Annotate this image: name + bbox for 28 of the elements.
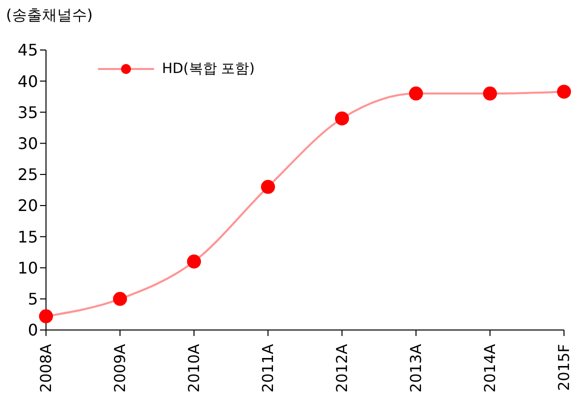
y-tick-label: 5 bbox=[28, 290, 38, 309]
x-tick-label: 2014A bbox=[481, 343, 499, 392]
y-tick-label: 45 bbox=[18, 40, 38, 60]
y-tick-label: 20 bbox=[18, 196, 38, 216]
y-tick-label: 30 bbox=[18, 134, 38, 154]
y-tick-label: 0 bbox=[28, 320, 38, 340]
point bbox=[335, 111, 349, 126]
point bbox=[187, 254, 201, 269]
x-tick-label: 2015F bbox=[555, 344, 573, 391]
point bbox=[409, 86, 423, 101]
point bbox=[483, 86, 497, 101]
legend-label: HD(복합 포함) bbox=[162, 60, 255, 78]
y-tick-label: 10 bbox=[18, 258, 38, 278]
point bbox=[39, 309, 53, 324]
point bbox=[113, 292, 127, 306]
x-tick-label: 2009A bbox=[111, 343, 129, 392]
x-tick-label: 2010A bbox=[185, 343, 203, 392]
y-tick-label: 15 bbox=[18, 227, 38, 246]
x-tick-label: 2011A bbox=[259, 343, 277, 392]
y-tick-label: 40 bbox=[18, 72, 38, 91]
y-tick-label: 35 bbox=[18, 102, 38, 122]
y-tick-label: 25 bbox=[18, 165, 38, 184]
y-axis-title: (송출채널수) bbox=[6, 6, 93, 25]
point bbox=[261, 180, 275, 194]
x-tick-label: 2012A bbox=[333, 343, 351, 392]
x-tick-label: 2008A bbox=[37, 343, 55, 392]
point bbox=[557, 84, 571, 99]
x-tick-label: 2013A bbox=[407, 343, 425, 392]
